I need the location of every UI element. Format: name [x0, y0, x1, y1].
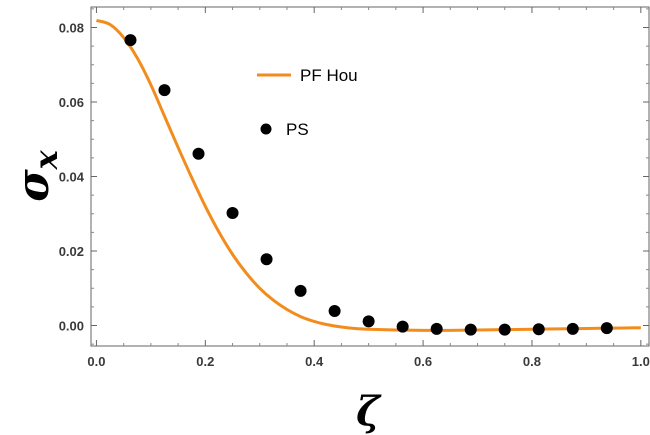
- x-tick-label: 0.6: [414, 354, 432, 369]
- y-tick-label: 0.08: [59, 20, 84, 35]
- data-point-ps: [328, 304, 341, 317]
- plot-frame: [90, 6, 650, 347]
- y-axis-ticks: 0.00 0.02 0.04 0.06 0.08: [59, 8, 649, 345]
- x-tick-label: 0.0: [87, 354, 105, 369]
- data-point-ps: [464, 323, 477, 336]
- x-axis-title: ζ: [356, 388, 382, 435]
- data-point-ps: [498, 323, 511, 336]
- legend-label-pf-hou: PF Hou: [300, 66, 358, 85]
- y-axis-title: σx: [8, 149, 65, 201]
- x-tick-label: 0.8: [523, 354, 541, 369]
- x-tick-label: 0.4: [305, 354, 324, 369]
- data-point-ps: [294, 284, 307, 297]
- data-point-ps: [430, 322, 443, 335]
- data-point-ps: [124, 34, 137, 47]
- y-axis-title-sub: x: [27, 149, 65, 170]
- y-tick-label: 0.00: [59, 319, 84, 334]
- y-tick-label: 0.04: [59, 170, 85, 185]
- legend-label-ps: PS: [286, 120, 309, 139]
- y-tick-label: 0.06: [59, 95, 84, 110]
- data-point-ps: [396, 320, 409, 333]
- series-layer: [96, 18, 641, 336]
- series-line-pf-hou: [96, 18, 641, 332]
- data-point-ps: [260, 253, 273, 266]
- legend: PF Hou PS: [257, 66, 358, 139]
- x-tick-label: 1.0: [632, 354, 650, 369]
- svg-text:σx: σx: [8, 149, 65, 201]
- y-tick-label: 0.02: [59, 244, 84, 259]
- data-point-ps: [600, 322, 613, 335]
- data-point-ps: [362, 315, 375, 328]
- legend-marker-ps: [260, 123, 272, 135]
- x-tick-label: 0.2: [196, 354, 214, 369]
- data-point-ps: [192, 147, 205, 160]
- data-point-ps: [532, 323, 545, 336]
- data-point-ps: [158, 84, 171, 97]
- y-axis-title-main: σ: [8, 169, 59, 202]
- x-axis-ticks: 0.0 0.2 0.4 0.6 0.8 1.0: [87, 7, 650, 369]
- data-point-ps: [566, 322, 579, 335]
- data-point-ps: [226, 207, 239, 220]
